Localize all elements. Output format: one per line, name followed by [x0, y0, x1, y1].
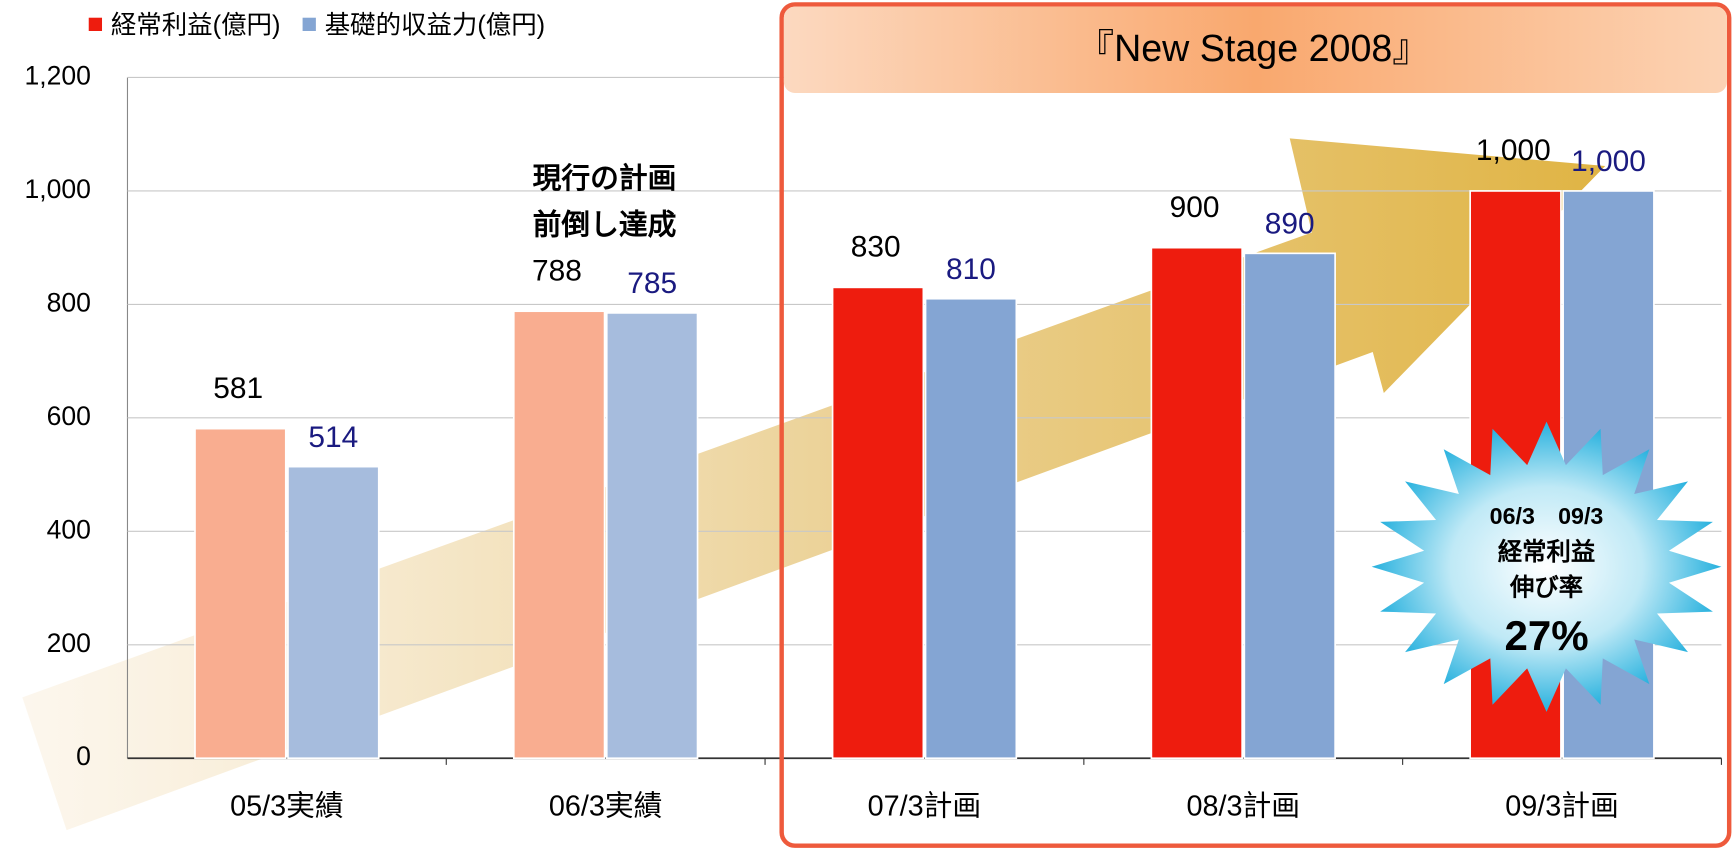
starburst-rate: 27%	[1504, 612, 1588, 659]
y-tick-label: 600	[47, 401, 91, 431]
value-label: 785	[627, 267, 677, 300]
value-label: 1,000	[1571, 145, 1646, 178]
plan-title: 『New Stage 2008』	[1076, 27, 1429, 69]
x-tick-label: 07/3計画	[868, 791, 982, 823]
x-tick-label: 05/3実績	[230, 791, 344, 823]
bar	[1244, 253, 1335, 758]
legend-swatch	[303, 18, 316, 31]
x-tick-label: 06/3実績	[549, 791, 663, 823]
x-tick-label: 09/3計画	[1505, 791, 1619, 823]
value-label: 810	[946, 253, 996, 286]
x-tick-label: 08/3計画	[1186, 791, 1300, 823]
y-tick-label: 0	[76, 741, 91, 771]
bar	[607, 313, 698, 758]
y-tick-label: 1,000	[25, 174, 91, 204]
annotation: 前倒し達成	[533, 209, 677, 242]
legend-label: 基礎的収益力(億円)	[325, 11, 545, 39]
bar	[833, 287, 924, 758]
bar	[1151, 248, 1242, 759]
starburst	[1372, 422, 1722, 712]
starburst-text: 伸び率	[1509, 573, 1583, 601]
bar	[195, 429, 286, 759]
value-label: 900	[1170, 191, 1220, 224]
value-label: 890	[1265, 208, 1315, 241]
bar	[288, 467, 379, 759]
value-label: 581	[213, 372, 263, 405]
legend-label: 経常利益(億円)	[111, 11, 281, 39]
starburst-text: 経常利益	[1498, 538, 1595, 566]
annotation: 現行の計画	[533, 162, 677, 195]
bar	[926, 299, 1017, 759]
y-tick-label: 1,200	[25, 60, 91, 90]
value-label: 830	[851, 231, 901, 264]
chart: 0 200 400 600 800 1,000 1,200 『New Stage 2008』…	[0, 0, 1736, 849]
bar	[514, 311, 605, 758]
y-tick-label: 200	[47, 628, 91, 658]
y-tick-label: 800	[47, 287, 91, 317]
legend-swatch	[89, 18, 102, 31]
value-label: 1,000	[1476, 134, 1551, 167]
y-tick-label: 400	[47, 514, 91, 544]
starburst-text: 06/3 09/3	[1490, 503, 1604, 529]
value-label: 514	[308, 421, 358, 454]
value-label: 788	[532, 254, 582, 287]
